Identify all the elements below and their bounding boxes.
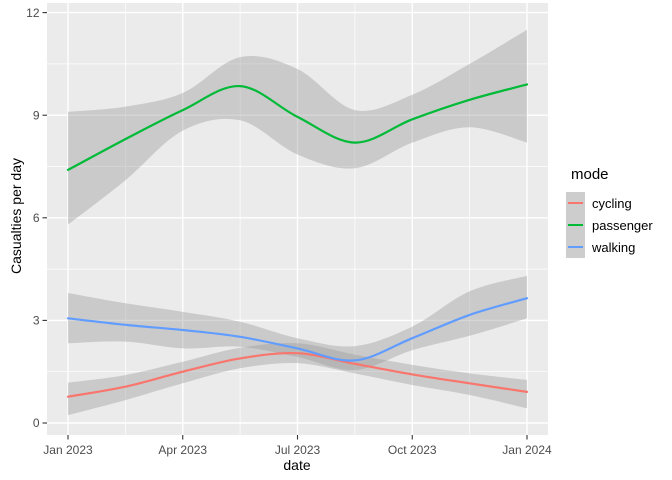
ribbon-passenger <box>68 29 527 225</box>
legend-entry-cycling: cycling <box>566 192 653 214</box>
x-tick-label: Oct 2023 <box>388 443 437 457</box>
legend-label: cycling <box>592 195 632 211</box>
y-tick-label: 6 <box>33 211 40 225</box>
grid-major <box>47 3 548 435</box>
series-line-walking <box>66 297 529 362</box>
legend-entries: cycling passenger walking <box>566 192 653 258</box>
x-tick-label: Apr 2023 <box>158 443 207 457</box>
legend-key-cycling <box>566 192 585 214</box>
series-lines <box>66 83 529 398</box>
legend-key-line-icon <box>568 223 583 227</box>
legend-key-walking <box>566 236 585 258</box>
legend-title: mode <box>571 166 609 183</box>
x-tick-label: Jan 2023 <box>43 443 93 457</box>
legend-label: walking <box>592 239 636 255</box>
axis-tick-marks <box>42 12 528 440</box>
y-tick-label: 12 <box>26 6 40 20</box>
ribbon-walking <box>68 275 527 371</box>
x-axis-title: date <box>283 457 311 473</box>
legend-entry-walking: walking <box>566 236 653 258</box>
legend-key-line-icon <box>568 201 583 205</box>
legend-key-passenger <box>566 214 585 236</box>
y-tick-label: 3 <box>33 314 40 328</box>
legend-entry-passenger: passenger <box>566 214 653 236</box>
legend-label: passenger <box>592 217 653 233</box>
series-line-cycling <box>66 351 529 398</box>
y-axis-title: Casualties per day <box>8 158 24 274</box>
x-tick-label: Jan 2024 <box>502 443 552 457</box>
y-tick-label: 9 <box>33 108 40 122</box>
series-line-passenger <box>66 83 529 171</box>
legend: mode cycling passenger walking <box>566 166 653 258</box>
x-tick-labels: Jan 2023 Apr 2023 Jul 2023 Oct 2023 Jan 2024 <box>43 443 552 457</box>
y-tick-label: 0 <box>33 416 40 430</box>
legend-key-line-icon <box>568 245 583 249</box>
x-tick-label: Jul 2023 <box>275 443 321 457</box>
y-tick-labels: 0 3 6 9 12 <box>26 6 40 430</box>
